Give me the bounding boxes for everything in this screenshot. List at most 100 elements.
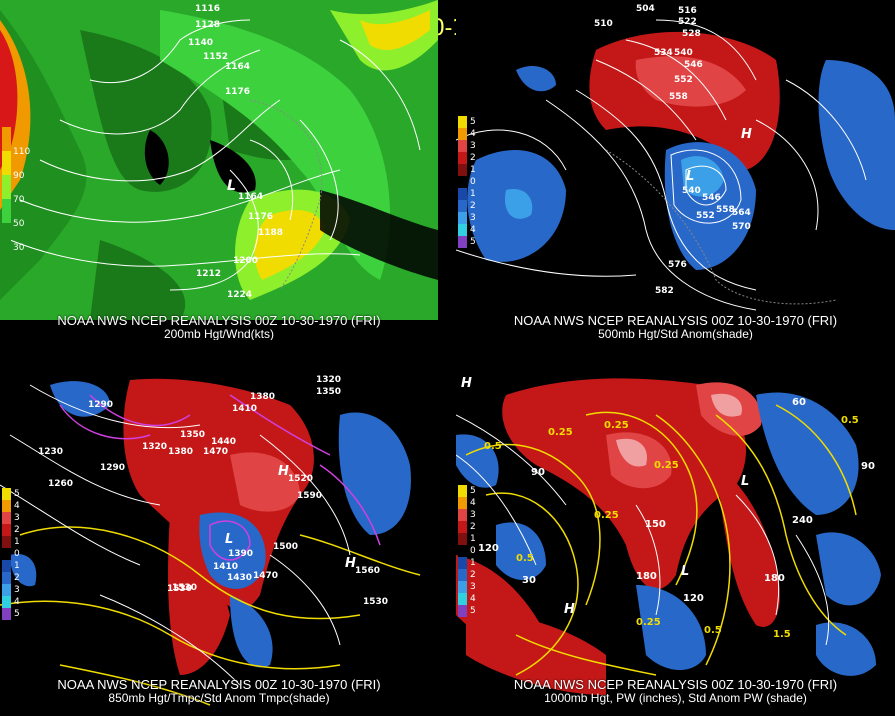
low-pressure-marker: L (686, 169, 694, 184)
legend-label: 90 (13, 171, 25, 181)
legend-label: 5 (470, 117, 476, 127)
legend-label: 2 (14, 573, 20, 583)
legend-label: 4 (14, 597, 20, 607)
panel-caption: NOAA NWS NCEP REANALYSIS 00Z 10-30-1970 … (0, 313, 438, 341)
legend-label: 110 (13, 147, 31, 157)
legend-label: 3 (470, 582, 476, 592)
contour-label: 564 (732, 208, 751, 218)
contour-label: 540 (674, 48, 693, 58)
caption-line1: NOAA NWS NCEP REANALYSIS 00Z 10-30-1970 … (57, 313, 381, 328)
legend-label: 2 (470, 153, 476, 163)
legend-label: 2 (470, 201, 476, 211)
legend-label: 4 (470, 129, 476, 139)
legend-label: 1 (470, 189, 476, 199)
legend-label: 0 (470, 177, 476, 187)
contour-label: 1176 (248, 212, 274, 222)
contour-label: 1350 (316, 387, 342, 397)
legend-label: 1 (14, 537, 20, 547)
contour-label: 540 (682, 186, 701, 196)
contour-label: 1212 (196, 269, 222, 279)
panel-850mb-temp: H H L 5 4 3 2 1 0 1 2 3 4 5 1200 1290 12… (0, 375, 438, 716)
contour-label: 1520 (288, 474, 314, 484)
legend-label: 3 (470, 213, 476, 223)
contour-label: 570 (732, 222, 751, 232)
wind-map: L (0, 0, 438, 340)
panel-caption: NOAA NWS NCEP REANALYSIS 00Z 10-30-1970 … (456, 314, 895, 341)
contour-label: 120 (478, 543, 499, 554)
contour-label: 1230 (38, 447, 64, 457)
caption-line2: 200mb Hgt/Wnd(kts) (163, 327, 275, 341)
panel-500mb-anomaly: L H 5 4 3 2 1 0 1 2 3 4 5 504 510 516 52… (456, 0, 895, 340)
anomaly-map-500mb: L H (456, 0, 895, 340)
legend-label: 0 (14, 549, 20, 559)
contour-label: 1410 (232, 404, 258, 414)
panel-1000mb-pw: L L H H 5 4 3 2 1 0 1 2 3 4 5 0.25 0.25 … (456, 375, 895, 716)
legend-label: 4 (470, 498, 476, 508)
panel-200mb-wind: L 110 90 70 50 30 1116 1128 1140 1152 11… (0, 0, 438, 340)
legend-label: 2 (470, 522, 476, 532)
contour-label: 1530 (363, 597, 389, 607)
contour-label: 1470 (203, 447, 229, 457)
high-pressure-marker: H (461, 376, 472, 391)
legend-label: 5 (470, 606, 476, 616)
contour-label: 1380 (168, 447, 194, 457)
contour-label: 576 (668, 260, 687, 270)
contour-label: 0.5 (484, 441, 502, 452)
high-pressure-marker: H (345, 556, 356, 571)
legend-label: 1 (14, 561, 20, 571)
contour-label: 1152 (203, 52, 229, 62)
contour-label: 1176 (225, 87, 251, 97)
contour-label: 558 (669, 92, 688, 102)
contour-label: 1350 (180, 430, 206, 440)
contour-label: 1164 (225, 62, 251, 72)
contour-label: 240 (792, 515, 813, 526)
contour-label: 1116 (195, 4, 221, 14)
contour-label: 0.5 (841, 415, 859, 426)
legend-label: 3 (470, 510, 476, 520)
contour-label: 504 (636, 4, 655, 14)
contour-label: 1260 (48, 479, 74, 489)
contour-label: 1164 (238, 192, 264, 202)
contour-label: 30 (522, 575, 536, 586)
legend-label: 1 (470, 534, 476, 544)
legend-label: 5 (14, 489, 20, 499)
contour-label: 1224 (227, 290, 253, 300)
contour-label: 180 (764, 573, 785, 584)
caption-line2: 1000mb Hgt, PW (inches), Std Anom PW (sh… (544, 691, 807, 705)
contour-label: 552 (696, 211, 715, 221)
contour-label: 90 (531, 467, 545, 478)
contour-label: 60 (792, 397, 806, 408)
contour-label: 1290 (100, 463, 126, 473)
anomaly-legend (458, 116, 471, 248)
contour-label: 1.5 (773, 629, 791, 640)
contour-label: 0.25 (548, 427, 573, 438)
low-pressure-marker: L (227, 178, 236, 194)
legend-label: 4 (470, 225, 476, 235)
contour-label: 1440 (286, 375, 311, 377)
contour-label: 0.25 (594, 510, 619, 521)
contour-label: 1530 (167, 584, 193, 594)
contour-label: 552 (674, 75, 693, 85)
anomaly-map-850mb: H H L (0, 375, 438, 716)
contour-label: 90 (861, 461, 875, 472)
legend-label: 50 (13, 219, 25, 229)
contour-label: 516 (678, 6, 697, 16)
caption-line2: 850mb Hgt/Tmpc/Std Anom Tmpc(shade) (108, 691, 330, 705)
legend-label: 1 (470, 165, 476, 175)
contour-label: 1320 (142, 442, 168, 452)
contour-label: 0.5 (704, 625, 722, 636)
contour-label: 1590 (297, 491, 323, 501)
high-pressure-marker: H (741, 127, 752, 142)
contour-label: 528 (682, 29, 701, 39)
anomaly-legend (2, 488, 15, 620)
anomaly-legend (458, 485, 471, 617)
legend-label: 3 (14, 585, 20, 595)
contour-label: 0.5 (516, 553, 534, 564)
legend-label: 4 (470, 594, 476, 604)
caption-line1: NOAA NWS NCEP REANALYSIS 00Z 10-30-1970 … (57, 677, 381, 692)
anomaly-map-1000mb: L L H H (456, 375, 895, 716)
contour-label: 1188 (258, 228, 284, 238)
legend-label: 30 (13, 243, 25, 253)
legend-label: 4 (14, 501, 20, 511)
panel-caption: NOAA NWS NCEP REANALYSIS 00Z 10-30-1970 … (0, 678, 438, 705)
